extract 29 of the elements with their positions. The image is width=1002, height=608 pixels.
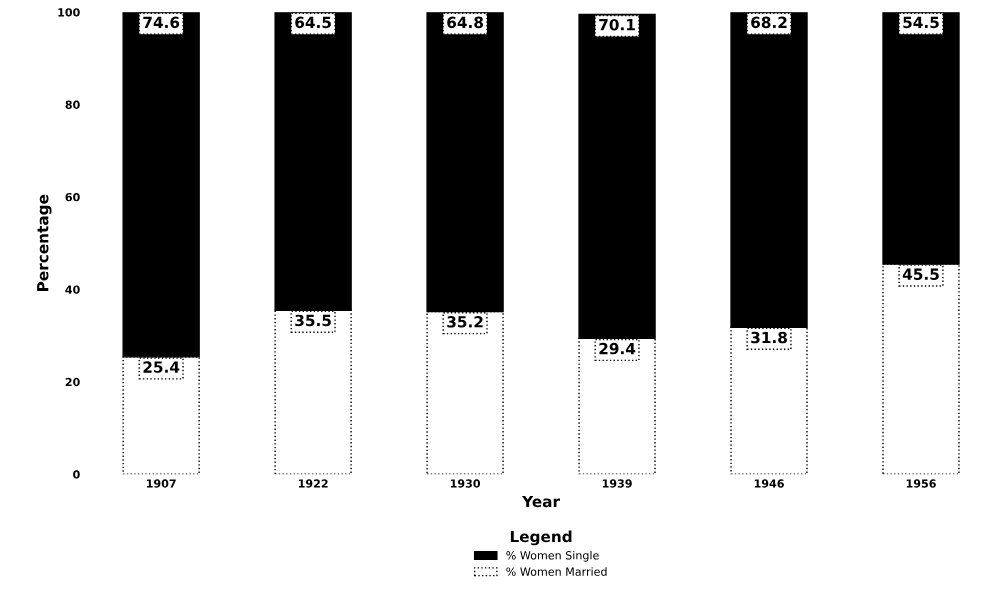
data-label: 29.4 <box>599 342 636 355</box>
data-label: 45.5 <box>902 268 939 280</box>
legend-label: % Women Single <box>506 550 599 562</box>
data-label: 35.5 <box>295 314 331 327</box>
y-tick-label: 80 <box>65 100 80 109</box>
data-label: 64.8 <box>447 16 483 29</box>
data-label: 64.5 <box>295 16 331 29</box>
y-axis-title: Percentage <box>37 194 52 291</box>
x-tick-label: 1922 <box>298 479 328 488</box>
x-tick-label: 1946 <box>754 479 784 488</box>
x-tick-label: 1939 <box>602 479 632 488</box>
x-tick-label: 1956 <box>906 479 936 488</box>
data-label: 31.8 <box>751 331 787 344</box>
x-axis-title: Year <box>521 495 560 508</box>
data-label: 25.4 <box>143 361 180 373</box>
data-label: 68.2 <box>751 16 787 29</box>
y-tick-label: 100 <box>58 8 80 17</box>
data-label: 35.2 <box>447 316 483 328</box>
legend-title: Legend <box>510 530 572 546</box>
y-tick-label: 40 <box>65 285 80 294</box>
x-tick-label: 1930 <box>450 479 481 488</box>
data-label: 70.1 <box>599 18 635 31</box>
x-tick-label: 1907 <box>146 479 176 488</box>
data-label: 54.5 <box>903 16 939 29</box>
legend-label: % Women Married <box>506 567 607 576</box>
y-tick-label: 0 <box>73 470 80 479</box>
y-tick-label: 20 <box>65 377 80 387</box>
y-tick-label: 60 <box>65 192 80 202</box>
data-label: 74.6 <box>143 16 180 29</box>
